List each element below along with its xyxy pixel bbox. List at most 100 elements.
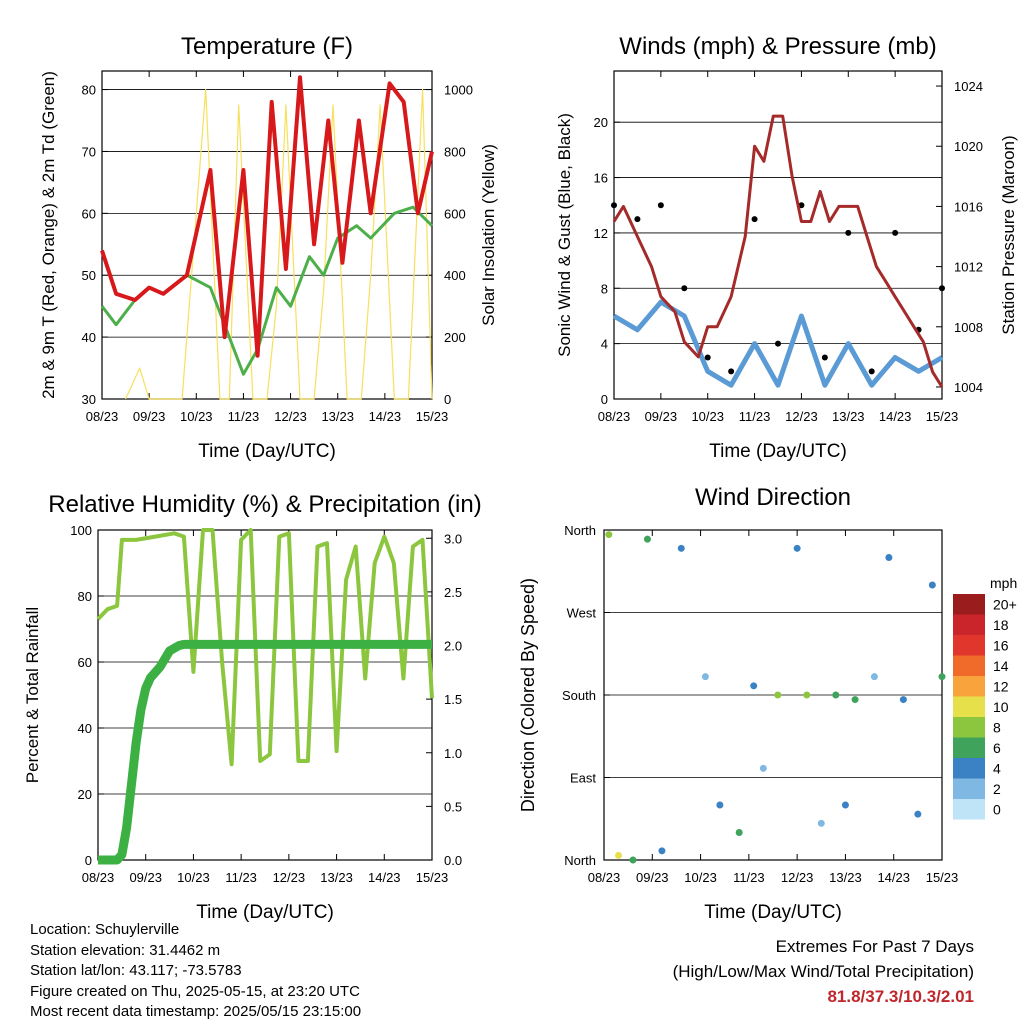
x-tick-label: 10/23 [177,870,210,885]
x-tick-label: 15/23 [926,870,959,885]
extremes-panel: Extremes For Past 7 Days (High/Low/Max W… [673,934,974,1009]
extremes-values: 81.8/37.3/10.3/2.01 [827,987,974,1006]
legend-swatch [953,614,985,635]
x-axis-label: Time (Day/UTC) [198,441,336,462]
direction-point [832,691,840,699]
y-tick-label: 4 [601,337,608,352]
x-axis-label: Time (Day/UTC) [196,902,334,923]
panel-2: Winds (mph) & Pressure (mb) Time (Day/UTC… [555,33,1018,462]
y-tick-label: 8 [601,281,608,296]
y-tick-label: 80 [82,83,96,98]
gust-point [868,368,875,375]
legend-label: 16 [993,637,1009,653]
x-tick-label: 09/23 [645,409,678,424]
direction-point [928,581,936,589]
legend-label: 0 [993,801,1001,817]
x-tick-label: 14/23 [369,409,402,424]
direction-point [750,682,758,690]
direction-point [701,673,709,681]
gust-point [704,354,711,361]
direction-point [899,696,907,704]
x-tick-label: 09/23 [129,870,162,885]
legend-label: 14 [993,658,1009,674]
legend-label: 10 [993,699,1009,715]
gust-point [751,216,758,223]
y2-tick-label: 3.0 [444,531,462,546]
y2-tick-label: 1004 [954,380,983,395]
panel-1: Temperature (F) Time (Day/UTC) 08/23 09/23 1… [39,33,498,462]
gust-point [892,229,899,236]
y-tick-label: 100 [70,523,92,538]
legend-label: 6 [993,740,1001,756]
x-tick-label: 08/23 [598,409,631,424]
direction-point [658,847,666,855]
legend-title: mph [990,575,1017,591]
y-axis-label: 2m & 9m T (Red, Orange) & 2m Td (Green) [39,71,58,399]
legend-swatch [953,717,985,738]
direction-label: East [570,771,596,786]
legend-swatch [953,655,985,676]
x-tick-label: 13/23 [321,409,354,424]
x-tick-label: 12/23 [785,409,818,424]
precip-line [98,639,432,865]
extremes-subtitle: (High/Low/Max Wind/Total Precipitation) [672,962,974,981]
y2-tick-label: 2.0 [444,639,462,654]
legend-label: 2 [993,781,1001,797]
y2-tick-label: 0.5 [444,799,462,814]
y-tick-label: 20 [594,115,608,130]
x-tick-label: 09/23 [636,870,669,885]
y-tick-label: 80 [78,589,92,604]
legend-swatch [953,737,985,758]
x-tick-label: 15/23 [416,870,449,885]
direction-point [614,851,622,859]
x-tick-label: 13/23 [829,870,862,885]
gust-point [939,285,945,292]
legend-label: 20+ [993,596,1017,612]
x-tick-label: 14/23 [877,870,910,885]
x-axis-label: Time (Day/UTC) [709,441,847,462]
chart-title: Relative Humidity (%) & Precipitation (i… [48,491,481,518]
y2-tick-label: 600 [444,206,466,221]
legend-swatch [953,696,985,717]
x-tick-label: 11/23 [228,409,260,424]
direction-point [605,531,613,539]
y-axis-label: Sonic Wind & Gust (Blue, Black) [555,113,574,357]
gust-point [798,202,805,209]
x-tick-label: 11/23 [225,870,257,885]
y-tick-label: 40 [78,721,92,736]
x-tick-label: 15/23 [926,409,959,424]
direction-point [677,544,685,552]
direction-point [793,544,801,552]
direction-label: South [562,688,596,703]
direction-point [870,673,878,681]
direction-point [774,691,782,699]
x-tick-label: 11/23 [739,409,771,424]
x-axis-label: Time (Day/UTC) [704,902,842,923]
x-tick-label: 09/23 [133,409,166,424]
direction-point [914,810,922,818]
direction-point [643,535,651,543]
x-tick-label: 14/23 [368,870,401,885]
legend-label: 18 [993,617,1009,633]
y2-tick-label: 1000 [444,83,473,98]
y2-tick-label: 1024 [954,79,983,94]
figure-created: Figure created on Thu, 2025-05-15, at 23… [30,982,360,1000]
y2-tick-label: 1.5 [444,692,462,707]
insolation-line [125,88,433,400]
x-tick-label: 12/23 [781,870,814,885]
x-tick-label: 10/23 [691,409,724,424]
y-axis-label: Direction (Colored By Speed) [518,578,538,812]
x-tick-label: 08/23 [588,870,621,885]
y-tick-label: 50 [82,268,96,283]
x-tick-label: 10/23 [180,409,213,424]
legend-swatch [953,594,985,615]
legend-label: 8 [993,719,1001,735]
gust-point [775,340,781,347]
direction-point [803,691,811,699]
gust-point [728,368,735,375]
legend-swatch [953,758,985,779]
y-axis-label: Percent & Total Rainfall [23,607,42,783]
x-tick-label: 08/23 [86,409,119,424]
x-tick-label: 11/23 [733,870,765,885]
